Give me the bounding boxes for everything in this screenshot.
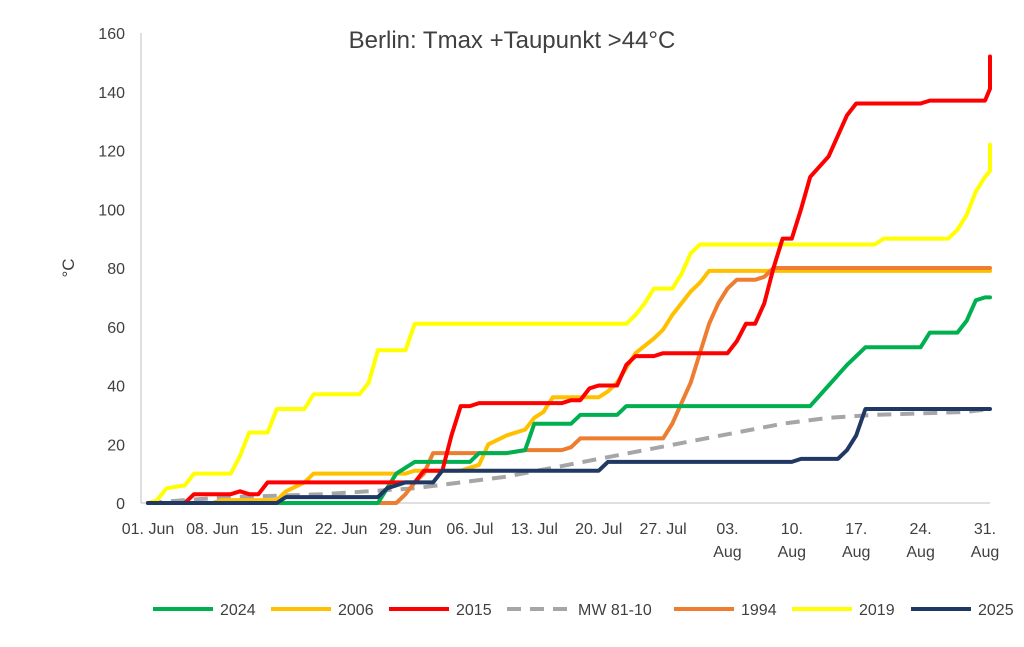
series-lines <box>146 54 992 505</box>
x-tick-label: 10. Aug <box>778 521 806 561</box>
series-line-mw-81-10 <box>147 407 991 505</box>
x-tick-label: 03. Aug <box>713 521 741 561</box>
x-tick-label: 13. Jul <box>511 521 558 538</box>
x-tick-label: 24. Aug <box>906 521 934 561</box>
legend-label: 2025 <box>978 602 1014 619</box>
x-tick-label: 27. Jul <box>640 521 687 538</box>
legend-label: 2019 <box>859 602 895 619</box>
legend-label: 2015 <box>456 602 492 619</box>
y-tick-label: 140 <box>98 85 125 102</box>
y-tick-label: 120 <box>98 144 125 161</box>
legend: 2024 2006 2015 MW 81-10 1994 2019 2025 <box>153 602 1014 619</box>
y-tick-label: 0 <box>116 496 125 513</box>
x-tick-label: 06. Jul <box>446 521 493 538</box>
x-tick-label: 17. Aug <box>842 521 870 561</box>
y-tick-label: 80 <box>107 261 125 278</box>
y-tick-label: 40 <box>107 379 125 396</box>
legend-label: 2006 <box>338 602 374 619</box>
legend-label: MW 81-10 <box>578 602 652 619</box>
y-tick-label: 60 <box>107 320 125 337</box>
x-tick-label: 31. Aug <box>971 521 999 561</box>
y-tick-label: 20 <box>107 437 125 454</box>
y-tick-label: 100 <box>98 202 125 219</box>
chart-title-group: Berlin: Tmax +Taupunkt >44°C <box>349 27 676 54</box>
x-tick-label: 29. Jun <box>379 521 431 538</box>
x-tick-label: 01. Jun <box>122 521 174 538</box>
series-line-1994 <box>146 266 992 505</box>
legend-label: 1994 <box>741 602 777 619</box>
series-line-2006 <box>146 268 992 505</box>
axes: 0 20 40 60 80 100 120 140 160 01. Jun 08. Jun 15. J… <box>98 26 999 561</box>
y-tick-label: 160 <box>98 26 125 43</box>
series-line-2015 <box>146 54 992 505</box>
x-tick-label: 20. Jul <box>575 521 622 538</box>
series-line-2019 <box>146 142 992 505</box>
y-axis-label: °C <box>59 258 78 277</box>
x-tick-label: 22. Jun <box>315 521 367 538</box>
chart-title: Berlin: Tmax +Taupunkt >44°C <box>349 27 676 54</box>
legend-label: 2024 <box>220 602 256 619</box>
x-tick-label: 08. Jun <box>186 521 238 538</box>
series-line-2025 <box>146 407 992 505</box>
x-tick-label: 15. Jun <box>251 521 303 538</box>
